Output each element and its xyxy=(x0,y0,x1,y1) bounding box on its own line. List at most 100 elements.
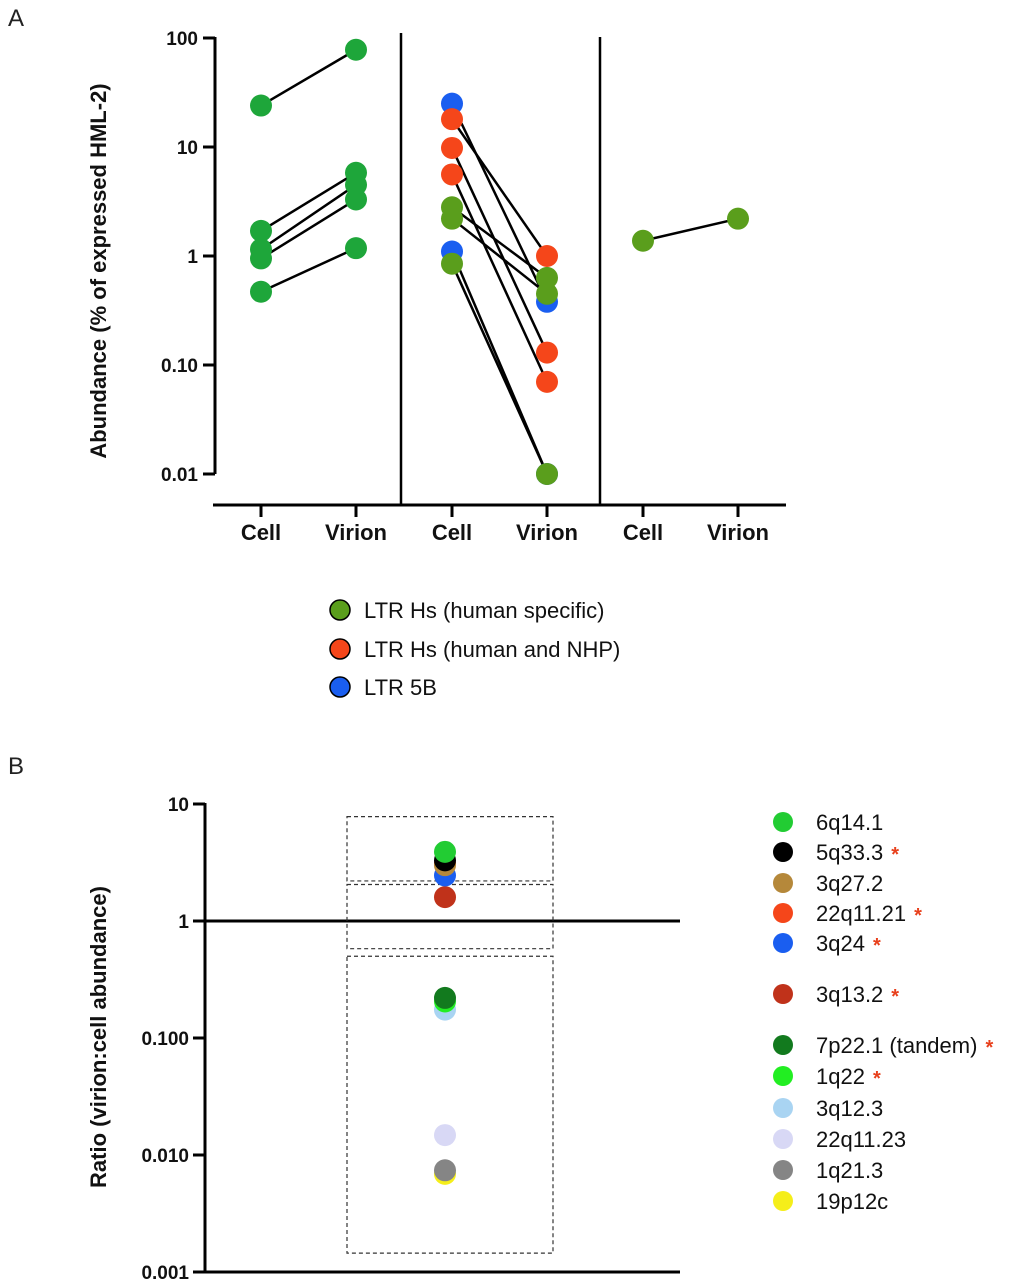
panel-b-legend-label: 22q11.23 xyxy=(816,1127,906,1152)
panel-a-pair-line xyxy=(260,183,357,251)
panel-a-pair-line xyxy=(260,48,357,107)
panel-a-y-tick-label: 0.10 xyxy=(161,356,198,377)
panel-a-cell-point xyxy=(250,94,272,117)
panel-a-pair-line xyxy=(451,217,548,295)
panel-a-virion-point xyxy=(536,282,558,305)
panel-b-y-tick-label: 0.001 xyxy=(141,1263,189,1284)
panel-a-legend-label: LTR Hs (human specific) xyxy=(364,598,604,623)
panel-a-virion-point xyxy=(727,207,749,230)
panel-a-category-label: Cell xyxy=(241,520,281,545)
panel-a-cell-point xyxy=(441,136,463,159)
panel-b-legend-marker xyxy=(773,1160,793,1180)
panel-b-legend-label: 1q21.3 xyxy=(816,1158,883,1183)
panel-a-pair-line xyxy=(450,103,549,303)
panel-a-pair-line xyxy=(450,118,549,257)
panel-a-pair-line xyxy=(450,263,549,475)
panel-b-legend-label: 7p22.1 (tandem) xyxy=(816,1033,977,1058)
panel-b-y-tick-label: 0.010 xyxy=(141,1146,189,1167)
panel-b-legend-marker xyxy=(773,1191,793,1211)
panel-a-cell-point xyxy=(250,280,272,303)
panel-b-legend-label: 5q33.3 xyxy=(816,840,883,865)
panel-a-legend: LTR Hs (human specific) LTR Hs (human and… xyxy=(329,598,620,700)
panel-b-ratio-point xyxy=(434,886,456,909)
panel-a-y-tick-label: 10 xyxy=(177,138,198,159)
panel-b-legend-star: * xyxy=(873,1068,881,1090)
panel-a-virion-point xyxy=(536,341,558,364)
panel-b-y-tick-label: 10 xyxy=(168,795,189,816)
panel-b-legend-star: * xyxy=(891,844,899,866)
panel-b-group-box xyxy=(346,955,554,1254)
panel-a-virion-point xyxy=(345,237,367,260)
panel-b-legend-marker xyxy=(773,984,793,1004)
panel-a-category-label: Virion xyxy=(325,520,387,545)
panel-b-ratio-point xyxy=(434,840,456,863)
panel-a-cell-point xyxy=(441,207,463,230)
panel-a-y-label: Abundance (% of expressed HML-2) xyxy=(86,83,111,458)
panel-a-legend-label: LTR 5B xyxy=(364,675,437,700)
panel-a-cell-point xyxy=(250,247,272,270)
panel-a-category-label: Cell xyxy=(432,520,472,545)
panel-a-letter: A xyxy=(8,5,24,32)
panel-b-legend-label: 1q22 xyxy=(816,1064,865,1089)
panel-b-legend-label: 22q11.21 xyxy=(816,901,906,926)
panel-b-chart: Ratio (virion:cell abundance) 10 1 0.100 0.… xyxy=(86,795,993,1284)
panel-a-pair-line xyxy=(260,171,357,232)
panel-a-category-label: Virion xyxy=(707,520,769,545)
panel-b-legend-star: * xyxy=(914,905,922,927)
panel-b-ratio-point xyxy=(434,1124,456,1147)
panel-b-y-tick-label: 1 xyxy=(178,912,189,933)
panel-a-pair-line xyxy=(260,247,357,293)
panel-a-legend-marker xyxy=(329,599,351,621)
panel-b-legend-marker xyxy=(773,1098,793,1118)
panel-b-legend-label: 3q27.2 xyxy=(816,871,883,896)
panel-b-y-label: Ratio (virion:cell abundance) xyxy=(86,886,111,1188)
panel-a-cell-point xyxy=(441,92,463,115)
panel-a-y-tick-label: 100 xyxy=(166,29,198,50)
panel-a-category-label: Cell xyxy=(623,520,663,545)
panel-a-virion-point xyxy=(536,245,558,267)
panel-a-pair-line xyxy=(451,206,548,279)
panel-a-cell-point xyxy=(441,108,463,131)
panel-b-legend-marker xyxy=(773,903,793,923)
panel-a-category-label: Virion xyxy=(516,520,578,545)
panel-b-legend-label: 3q13.2 xyxy=(816,982,883,1007)
panel-b-legend-star: * xyxy=(985,1037,993,1059)
panel-b-legend: 6q14.1 5q33.3 * 3q27.2 22q11.21 * 3q24 * 3q13.2 *… xyxy=(773,810,993,1214)
panel-a-y-tick-label: 1 xyxy=(187,247,198,268)
panel-a-virion-point xyxy=(345,38,367,61)
panel-b-y-tick-label: 0.100 xyxy=(141,1029,189,1050)
panel-a-pair-line xyxy=(450,173,549,383)
panel-b-letter: B xyxy=(8,753,24,780)
panel-a-pair-line xyxy=(642,217,739,242)
panel-b-legend-label: 6q14.1 xyxy=(816,810,883,835)
panel-b-legend-marker xyxy=(773,1129,793,1149)
panel-b-group-box xyxy=(346,883,554,950)
panel-a-chart: Abundance (% of expressed HML-2) 100 10 1 0… xyxy=(86,29,786,700)
panel-b-legend-label: 3q12.3 xyxy=(816,1096,883,1121)
panel-b-ratio-point xyxy=(434,986,456,1009)
panel-b-legend-label: 19p12c xyxy=(816,1189,888,1214)
panel-a-virion-point xyxy=(536,463,558,485)
panel-b-legend-marker xyxy=(773,1035,793,1055)
panel-b-legend-label: 3q24 xyxy=(816,931,865,956)
panel-a-cell-point xyxy=(441,163,463,186)
panel-a-pair-line xyxy=(260,198,357,260)
panel-a-legend-label: LTR Hs (human and NHP) xyxy=(364,637,620,662)
panel-b-ratio-point xyxy=(434,1159,456,1182)
panel-b-legend-marker xyxy=(773,933,793,953)
panel-a-cell-point xyxy=(441,252,463,275)
panel-a-y-tick-label: 0.01 xyxy=(161,465,198,486)
panel-b-legend-marker xyxy=(773,812,793,832)
panel-a-virion-point xyxy=(536,266,558,289)
panel-a-legend-marker xyxy=(329,676,351,698)
panel-a-pair-line xyxy=(450,147,549,354)
panel-a-legend-marker xyxy=(329,638,351,660)
panel-b-legend-marker xyxy=(773,873,793,893)
panel-b-legend-star: * xyxy=(891,986,899,1008)
panel-a-cell-point xyxy=(250,219,272,242)
panel-b-legend-marker xyxy=(773,842,793,862)
panel-a-cell-point xyxy=(632,229,654,252)
panel-a-virion-point xyxy=(345,188,367,211)
panel-b-legend-marker xyxy=(773,1066,793,1086)
